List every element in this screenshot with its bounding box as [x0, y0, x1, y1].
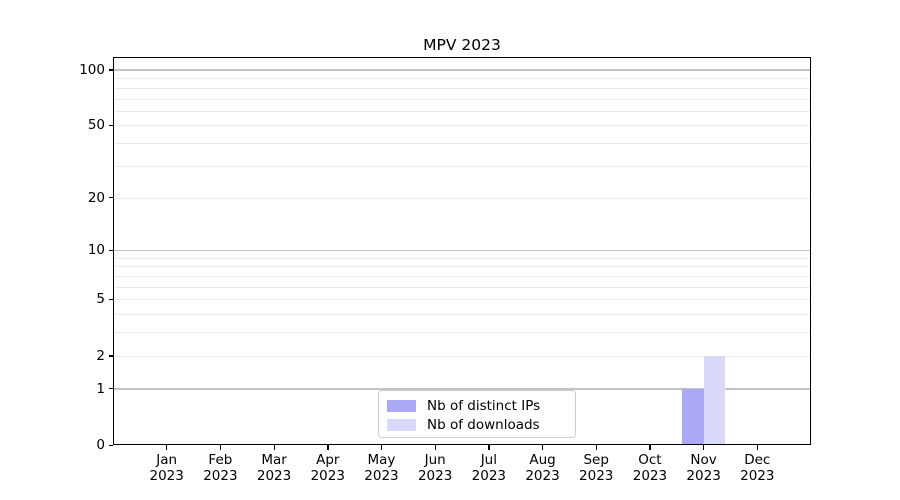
y-tick-label: 100	[79, 61, 105, 78]
x-tick	[542, 445, 544, 450]
x-tick-label: Nov 2023	[686, 452, 721, 484]
x-tick	[380, 445, 383, 450]
y-gridline-minor	[113, 266, 811, 268]
x-tick	[595, 445, 598, 450]
y-gridline-minor	[113, 165, 811, 167]
y-tick-label: 50	[87, 117, 105, 134]
x-tick-label: Jul 2023	[471, 452, 507, 484]
legend-swatch-downloads	[387, 419, 416, 431]
x-tick	[703, 445, 705, 450]
y-tick-label: 0	[96, 437, 105, 453]
y-gridline-minor	[113, 257, 811, 259]
y-gridline-major	[113, 249, 811, 251]
x-tick	[166, 445, 168, 450]
y-tick	[108, 444, 113, 446]
y-tick	[108, 298, 113, 301]
legend-swatch-distinct-ips	[387, 400, 416, 412]
y-gridline-minor	[113, 78, 811, 80]
y-tick-label: 1	[96, 380, 105, 397]
x-tick	[327, 445, 329, 450]
y-gridline-minor	[113, 87, 811, 89]
y-tick-label: 5	[96, 291, 105, 308]
x-tick	[219, 445, 222, 450]
y-gridline-minor	[113, 143, 811, 145]
y-gridline-minor	[113, 125, 811, 127]
x-tick	[756, 445, 759, 450]
y-gridline-major	[113, 69, 811, 71]
y-tick-label: 10	[87, 242, 105, 259]
y-axis-spine	[113, 57, 115, 445]
legend-label-downloads: Nb of downloads	[427, 417, 540, 433]
y-gridline-minor	[113, 332, 811, 334]
x-tick-label: Apr 2023	[310, 452, 345, 484]
x-tick	[488, 445, 490, 450]
y-tick	[108, 388, 113, 390]
x-tick-label: Sep 2023	[579, 452, 614, 484]
y-tick	[108, 355, 113, 357]
top-spine	[113, 57, 811, 59]
y-tick	[108, 249, 113, 251]
x-tick-label: Feb 2023	[203, 452, 238, 484]
x-tick	[649, 445, 651, 450]
x-tick-label: Jun 2023	[417, 452, 453, 484]
legend-label-distinct-ips: Nb of distinct IPs	[427, 398, 541, 414]
x-tick-label: Jan 2023	[149, 452, 184, 484]
y-tick	[108, 124, 113, 127]
legend-item-distinct-ips: Nb of distinct IPs	[387, 397, 575, 415]
y-tick	[108, 69, 113, 71]
y-gridline-minor	[113, 110, 811, 112]
bar-nov-0	[682, 388, 704, 445]
x-tick-label: Aug 2023	[525, 452, 560, 484]
y-gridline-major	[113, 388, 811, 390]
y-tick-label: 20	[87, 189, 105, 206]
chart-title: MPV 2023	[423, 36, 501, 54]
y-gridline-minor	[113, 355, 811, 357]
y-gridline-minor	[113, 275, 811, 277]
legend: Nb of distinct IPs Nb of downloads	[378, 390, 576, 438]
y-gridline-minor	[113, 197, 811, 199]
x-axis-spine	[113, 443, 811, 445]
bar-layer	[113, 57, 811, 445]
x-tick-label: Mar 2023	[256, 452, 292, 484]
x-tick-label: Oct 2023	[632, 452, 668, 484]
x-tick-label: May 2023	[364, 452, 399, 484]
y-gridline-minor	[113, 98, 811, 100]
right-spine	[809, 57, 811, 445]
y-gridline-minor	[113, 299, 811, 301]
y-tick-label: 2	[96, 347, 105, 364]
x-tick	[273, 445, 275, 450]
x-tick	[434, 445, 436, 450]
grid-layer	[113, 57, 811, 445]
x-tick-label: Dec 2023	[740, 452, 775, 484]
y-gridline-minor	[113, 286, 811, 288]
y-gridline-minor	[113, 314, 811, 316]
plot-area: Nb of distinct IPs Nb of downloads	[113, 57, 811, 445]
bar-nov-1	[703, 355, 726, 445]
legend-item-downloads: Nb of downloads	[387, 416, 575, 434]
y-tick	[108, 197, 113, 199]
